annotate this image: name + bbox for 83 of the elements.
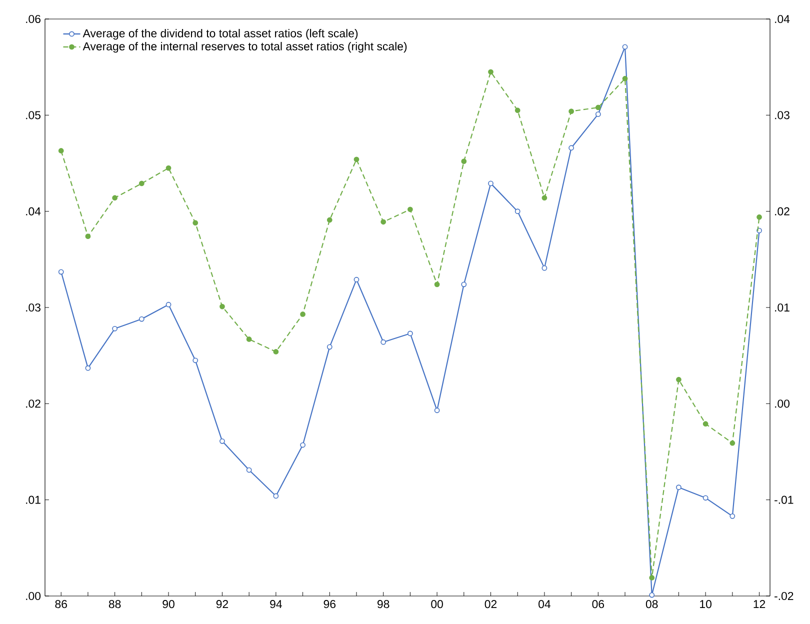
point bbox=[461, 158, 467, 164]
point bbox=[514, 208, 520, 214]
x-tick-label: 98 bbox=[377, 600, 390, 608]
x-tick-label: 96 bbox=[324, 600, 336, 608]
point bbox=[354, 156, 360, 162]
point bbox=[380, 339, 386, 345]
point bbox=[58, 148, 64, 154]
point bbox=[246, 467, 252, 473]
y-tick-label: .00 bbox=[26, 592, 41, 600]
y-tick-label: .02 bbox=[26, 400, 40, 408]
point bbox=[756, 214, 762, 220]
x-tick-label: 88 bbox=[108, 600, 121, 608]
point bbox=[220, 438, 225, 444]
point bbox=[649, 592, 655, 598]
legend-label: Average of the dividend to total asset ratios (left scale) bbox=[82, 28, 358, 40]
x-tick-label: 02 bbox=[484, 600, 497, 608]
x-tick-label: 06 bbox=[592, 600, 604, 608]
legend-label: Average of the internal reserves to total asset ratios (right scale) bbox=[82, 42, 407, 53]
x-tick-label: 04 bbox=[538, 600, 550, 608]
point bbox=[300, 312, 306, 317]
y2-tick-label: -.01 bbox=[774, 496, 794, 504]
point bbox=[112, 326, 118, 332]
y-tick-label: .01 bbox=[26, 496, 40, 504]
point bbox=[380, 219, 386, 225]
point bbox=[166, 302, 172, 308]
x-tick-label: 92 bbox=[216, 600, 228, 608]
point bbox=[488, 69, 494, 75]
point bbox=[702, 495, 708, 501]
point bbox=[730, 440, 736, 446]
point bbox=[408, 206, 413, 212]
point bbox=[138, 316, 144, 322]
point bbox=[542, 195, 548, 201]
y-tick-label: .03 bbox=[26, 303, 40, 312]
y-tick-label: .06 bbox=[26, 14, 40, 24]
point bbox=[676, 376, 682, 382]
point bbox=[354, 276, 360, 282]
point bbox=[273, 493, 279, 499]
point bbox=[326, 344, 332, 350]
point bbox=[192, 220, 198, 226]
point bbox=[408, 330, 413, 336]
y2-tick-label: .02 bbox=[775, 207, 790, 216]
point bbox=[58, 269, 64, 275]
point bbox=[702, 421, 708, 427]
point bbox=[273, 349, 279, 354]
x-tick-label: 00 bbox=[431, 600, 443, 608]
y2-tick-label: .04 bbox=[775, 14, 790, 24]
point bbox=[434, 408, 440, 414]
point bbox=[622, 44, 628, 50]
y-tick-label: .05 bbox=[26, 111, 40, 120]
point bbox=[461, 282, 467, 288]
point bbox=[488, 180, 494, 186]
point bbox=[300, 442, 306, 448]
x-tick-label: 94 bbox=[270, 600, 282, 608]
point bbox=[138, 180, 144, 186]
point bbox=[622, 76, 628, 82]
point bbox=[595, 112, 601, 117]
point bbox=[730, 513, 736, 519]
point bbox=[112, 195, 118, 201]
point bbox=[246, 336, 252, 342]
y2-tick-label: .03 bbox=[775, 111, 790, 120]
y2-tick-label: -.02 bbox=[774, 592, 794, 600]
point bbox=[514, 108, 520, 114]
point bbox=[676, 484, 682, 490]
point bbox=[542, 265, 548, 271]
point bbox=[166, 165, 172, 171]
point bbox=[649, 575, 655, 580]
point bbox=[85, 234, 91, 240]
x-tick-label: 08 bbox=[646, 600, 658, 608]
point bbox=[220, 304, 225, 310]
point bbox=[326, 217, 332, 223]
point bbox=[568, 145, 574, 151]
point bbox=[434, 282, 440, 288]
point bbox=[595, 104, 601, 110]
point bbox=[85, 365, 91, 371]
x-tick-label: 86 bbox=[55, 600, 67, 608]
point bbox=[192, 358, 198, 364]
y2-tick-label: .01 bbox=[775, 303, 790, 312]
x-tick-label: 90 bbox=[162, 600, 174, 608]
x-tick-label: 10 bbox=[700, 600, 712, 608]
y-tick-label: .04 bbox=[26, 207, 41, 216]
point bbox=[568, 108, 574, 114]
x-tick-label: 12 bbox=[754, 600, 766, 608]
y2-tick-label: .00 bbox=[775, 400, 790, 408]
